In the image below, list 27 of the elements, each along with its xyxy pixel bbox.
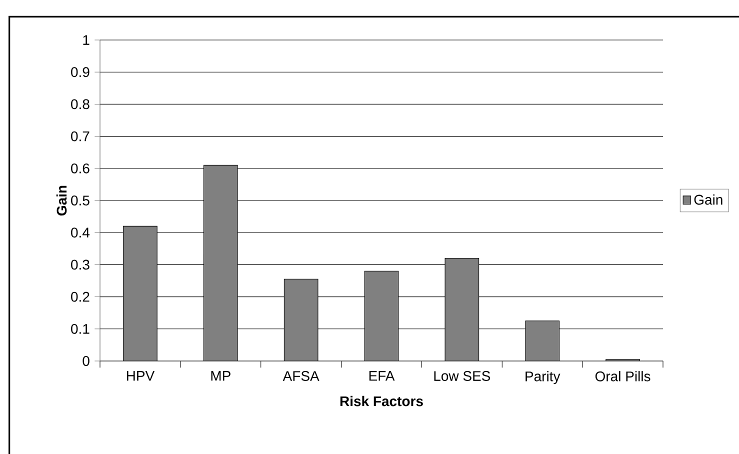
bar [123,226,158,361]
y-tick-label: 0.9 [71,67,90,78]
bar [203,164,238,361]
y-tick-label: 0.2 [71,292,90,302]
x-tick-label: Low SES [434,371,490,381]
y-tick-label: 0.6 [71,163,90,174]
x-axis-title: Risk Factors [340,396,423,406]
bar [364,270,399,361]
bar [525,320,560,361]
y-tick-label: 1 [83,35,90,45]
bar [284,278,318,361]
y-tick-label: 0.5 [71,196,90,206]
x-tick-label: EFA [369,371,395,381]
y-tick-label: 0.3 [71,260,90,270]
y-axis-title: Gain [56,186,67,216]
bar [444,258,480,361]
x-tick-label: Oral Pills [595,371,650,382]
y-tick-label: 0 [82,356,90,366]
x-tick-label: Parity [526,371,560,384]
x-tick-label: HPV [126,371,155,381]
x-tick-label: MP [211,371,230,381]
y-tick-label: 0.1 [71,324,90,334]
x-tick-label: AFSA [282,371,320,381]
y-tick-label: 0.7 [71,131,90,142]
legend-label: Gain [694,194,722,205]
y-tick-label: 0.8 [71,99,90,110]
y-tick-label: 0.4 [71,228,90,238]
